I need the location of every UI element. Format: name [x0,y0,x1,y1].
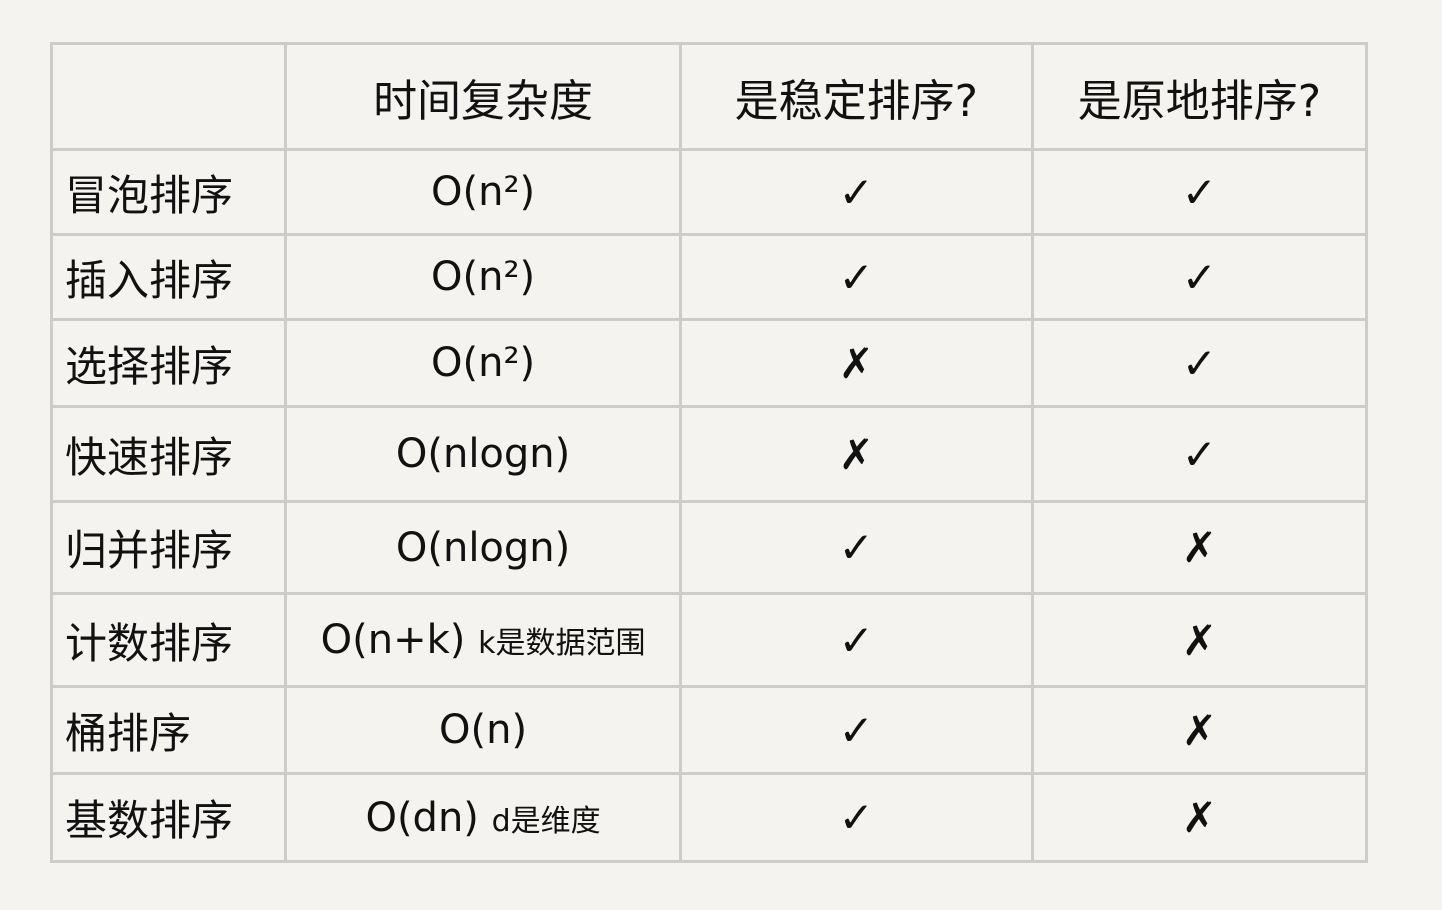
algorithm-name: 冒泡排序 [49,148,288,236]
time-complexity: O(n) [284,685,682,775]
complexity-value: O(nlogn) [395,431,571,477]
table-row: 归并排序 O(nlogn) ✓ ✗ [49,500,1369,595]
table-row: 快速排序 O(nlogn) ✗ ✓ [49,405,1369,503]
complexity-note: k是数据范围 [478,626,646,661]
complexity-value: O(dn) [365,794,479,841]
time-complexity: O(n²) [284,318,682,408]
in-place-mark: ✗ [1030,772,1369,863]
algorithm-name: 选择排序 [49,318,288,408]
stable-mark: ✓ [678,500,1034,595]
in-place-mark: ✓ [1030,233,1369,321]
in-place-mark: ✓ [1030,148,1369,236]
table-row: 冒泡排序 O(n²) ✓ ✓ [49,148,1369,236]
header-time-complexity: 时间复杂度 [284,42,682,151]
in-place-mark: ✓ [1030,405,1369,503]
stable-mark: ✗ [678,318,1034,408]
in-place-mark: ✓ [1030,318,1369,408]
table-row: 计数排序 O(n+k) k是数据范围 ✓ ✗ [49,592,1369,688]
complexity-value: O(n²) [431,169,536,215]
algorithm-name: 快速排序 [49,405,288,503]
complexity-value: O(nlogn) [395,524,571,571]
stable-mark: ✓ [678,592,1034,688]
sorting-comparison-table: 时间复杂度 是稳定排序? 是原地排序? 冒泡排序 O(n²) ✓ ✓ 插入排序 O(n²… [49,42,1369,863]
header-stable: 是稳定排序? [678,42,1034,151]
in-place-mark: ✗ [1030,500,1369,595]
complexity-value: O(n²) [431,340,536,386]
algorithm-name: 基数排序 [49,772,288,863]
stable-mark: ✓ [678,772,1034,863]
in-place-mark: ✗ [1030,685,1369,775]
time-complexity: O(nlogn) [284,500,682,595]
time-complexity: O(n+k) k是数据范围 [284,592,682,688]
table-row: 桶排序 O(n) ✓ ✗ [49,685,1369,775]
table-row: 基数排序 O(dn) d是维度 ✓ ✗ [49,772,1369,863]
header-empty [49,42,288,151]
time-complexity: O(dn) d是维度 [284,772,682,863]
in-place-mark: ✗ [1030,592,1369,688]
header-row: 时间复杂度 是稳定排序? 是原地排序? [49,42,1369,151]
algorithm-name: 桶排序 [49,685,288,775]
time-complexity: O(n²) [284,148,682,236]
table-row: 插入排序 O(n²) ✓ ✓ [49,233,1369,321]
stable-mark: ✓ [678,685,1034,775]
stable-mark: ✗ [678,405,1034,503]
complexity-value: O(n²) [431,254,536,300]
complexity-value: O(n+k) [320,617,466,663]
table-row: 选择排序 O(n²) ✗ ✓ [49,318,1369,408]
complexity-value: O(n) [439,707,528,753]
algorithm-name: 插入排序 [49,233,288,321]
stable-mark: ✓ [678,148,1034,236]
time-complexity: O(n²) [284,233,682,321]
stable-mark: ✓ [678,233,1034,321]
header-in-place: 是原地排序? [1030,42,1369,151]
algorithm-name: 归并排序 [49,500,288,595]
algorithm-name: 计数排序 [49,592,288,688]
time-complexity: O(nlogn) [284,405,682,503]
complexity-note: d是维度 [491,803,601,839]
